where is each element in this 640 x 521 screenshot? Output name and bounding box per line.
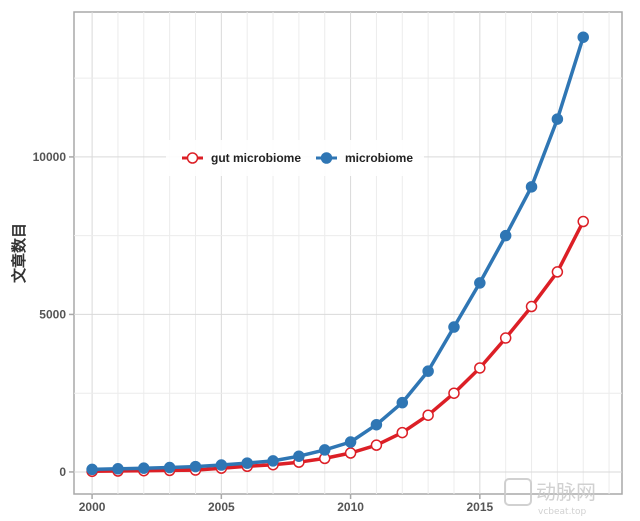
data-point-microbiome bbox=[189, 460, 202, 473]
legend-marker-gut-microbiome bbox=[186, 152, 199, 164]
data-point-microbiome bbox=[525, 181, 538, 193]
data-point-microbiome bbox=[163, 461, 176, 474]
data-point-microbiome bbox=[138, 462, 150, 474]
x-tick-label: 2015 bbox=[466, 500, 493, 514]
data-point-microbiome bbox=[293, 450, 305, 462]
data-point-microbiome bbox=[499, 229, 512, 242]
data-point-microbiome bbox=[112, 463, 124, 475]
x-tick-label: 2005 bbox=[208, 500, 235, 514]
watermark-brand: 动脉网 bbox=[536, 480, 596, 504]
watermark: 动脉网 vcbeat.top bbox=[504, 478, 596, 517]
x-tick-label: 2010 bbox=[337, 500, 364, 514]
data-point-microbiome bbox=[577, 31, 589, 43]
y-tick-label: 5000 bbox=[39, 307, 66, 321]
data-point-gut-microbiome bbox=[577, 215, 589, 228]
data-point-microbiome bbox=[422, 365, 434, 377]
data-point-gut-microbiome bbox=[396, 426, 409, 439]
data-point-gut-microbiome bbox=[499, 332, 512, 344]
data-point-gut-microbiome bbox=[370, 439, 383, 451]
data-point-microbiome bbox=[267, 455, 279, 467]
data-point-gut-microbiome bbox=[525, 300, 538, 313]
plot-area bbox=[73, 11, 623, 495]
data-point-gut-microbiome bbox=[422, 409, 434, 421]
legend-label-microbiome: microbiome bbox=[345, 151, 413, 165]
y-tick-label: 0 bbox=[59, 465, 66, 479]
data-point-gut-microbiome bbox=[448, 387, 460, 399]
y-tick-label: 10000 bbox=[33, 150, 67, 164]
data-point-microbiome bbox=[474, 277, 486, 289]
watermark-site: vcbeat.top bbox=[538, 507, 586, 517]
data-point-microbiome bbox=[215, 459, 228, 471]
series-layer bbox=[86, 31, 589, 478]
data-point-microbiome bbox=[551, 113, 564, 125]
legend-label-gut-microbiome: gut microbiome bbox=[211, 151, 301, 165]
data-point-microbiome bbox=[448, 321, 460, 333]
data-point-microbiome bbox=[396, 396, 409, 409]
watermark-logo-icon bbox=[504, 478, 532, 506]
data-point-microbiome bbox=[86, 463, 98, 476]
legend-box bbox=[166, 140, 424, 176]
y-axis-label: 文章数目 bbox=[10, 223, 28, 283]
y-axis: 0 5000 10000 bbox=[33, 150, 74, 479]
data-point-microbiome bbox=[370, 418, 383, 431]
legend-marker-microbiome bbox=[320, 152, 333, 164]
data-point-gut-microbiome bbox=[551, 266, 564, 278]
x-tick-label: 2000 bbox=[79, 500, 106, 514]
legend: gut microbiome microbiome bbox=[166, 140, 424, 176]
data-point-microbiome bbox=[344, 436, 357, 448]
data-point-microbiome bbox=[241, 457, 253, 469]
data-point-gut-microbiome bbox=[344, 447, 357, 459]
data-point-gut-microbiome bbox=[474, 362, 486, 374]
x-axis: 2000 2005 2010 2015 bbox=[79, 494, 494, 514]
data-point-microbiome bbox=[318, 444, 331, 456]
